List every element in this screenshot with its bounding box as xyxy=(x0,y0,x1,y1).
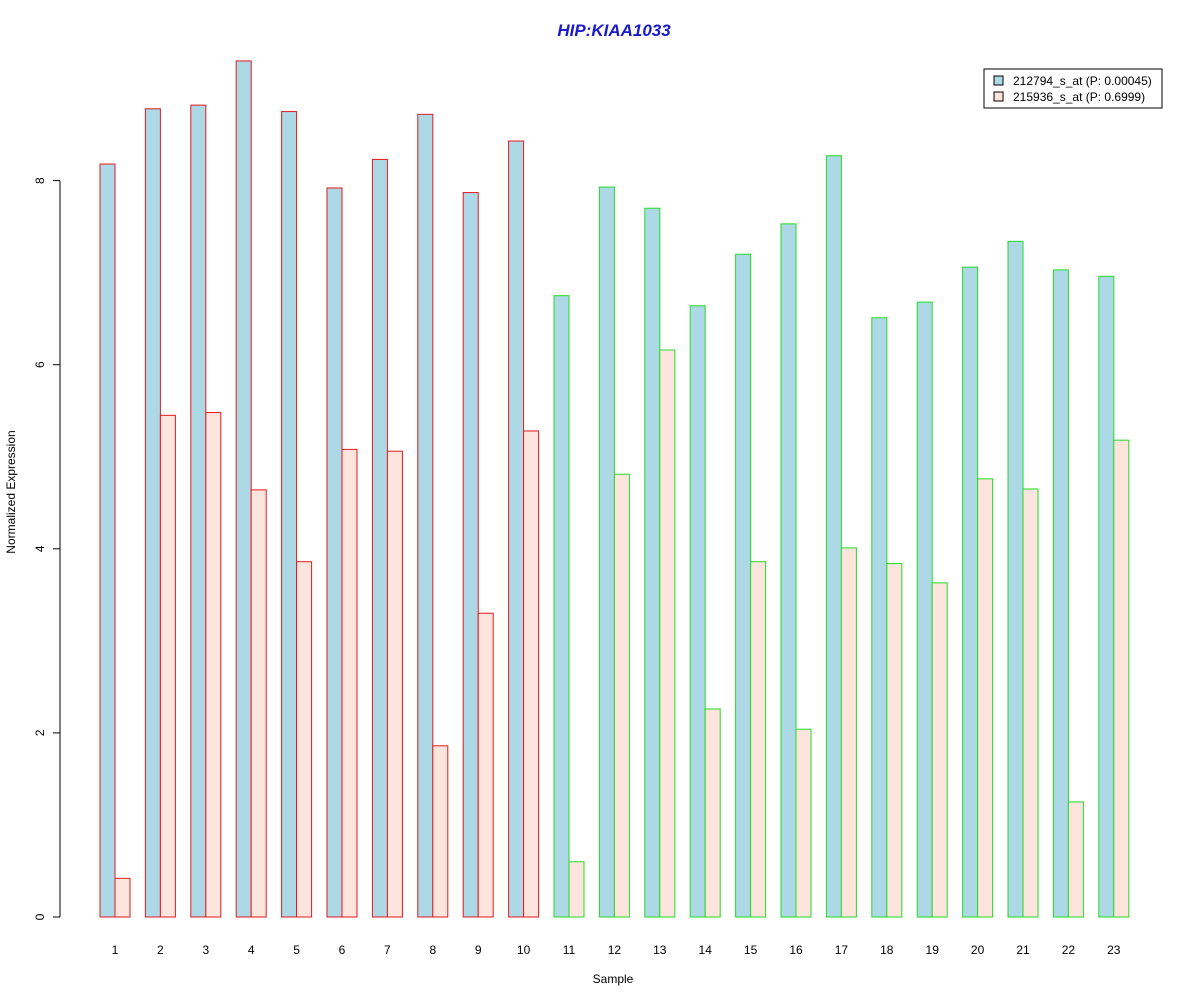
bar-sample-21-series-1 xyxy=(1007,240,1024,918)
bar-sample-8-series-1 xyxy=(417,113,434,918)
bars-group xyxy=(99,60,1130,918)
x-tick-label: 5 xyxy=(293,943,300,957)
x-tick-label: 4 xyxy=(248,943,255,957)
bar-sample-11-series-2 xyxy=(568,861,585,918)
legend-label-215936: 215936_s_at (P: 0.6999) xyxy=(1013,90,1145,104)
bar-sample-4-series-1 xyxy=(235,60,252,918)
x-tick-label: 9 xyxy=(475,943,482,957)
bar-sample-22-series-1 xyxy=(1052,269,1069,918)
bar-sample-1-series-1 xyxy=(99,163,116,918)
x-tick-label: 22 xyxy=(1062,943,1076,957)
bar-sample-7-series-1 xyxy=(371,158,388,918)
bar-sample-2-series-1 xyxy=(144,108,161,918)
x-tick-label: 7 xyxy=(384,943,391,957)
bar-sample-12-series-2 xyxy=(613,473,630,918)
bar-sample-13-series-2 xyxy=(659,349,676,918)
x-tick-label: 18 xyxy=(880,943,894,957)
x-tick-label: 8 xyxy=(429,943,436,957)
x-tick-label: 14 xyxy=(699,943,713,957)
x-tick-label: 10 xyxy=(517,943,531,957)
x-tick-label: 1 xyxy=(112,943,119,957)
bar-sample-19-series-2 xyxy=(931,582,948,918)
bar-sample-10-series-1 xyxy=(508,140,525,918)
bar-sample-3-series-2 xyxy=(205,412,222,918)
x-tick-label: 11 xyxy=(563,943,576,957)
bar-sample-15-series-2 xyxy=(750,561,767,918)
x-tick-label: 20 xyxy=(971,943,985,957)
x-tick-label: 3 xyxy=(202,943,209,957)
y-axis: 0 2 4 6 8 xyxy=(33,177,61,920)
bar-sample-23-series-2 xyxy=(1113,439,1130,918)
x-tick-label: 12 xyxy=(608,943,622,957)
bar-sample-20-series-1 xyxy=(962,266,979,918)
x-tick-label: 16 xyxy=(789,943,803,957)
bar-sample-16-series-2 xyxy=(795,728,812,918)
bar-sample-13-series-1 xyxy=(644,207,661,918)
y-tick-label: 2 xyxy=(33,729,47,736)
bar-sample-17-series-1 xyxy=(825,155,842,918)
bar-sample-5-series-2 xyxy=(296,561,313,918)
y-tick-label: 4 xyxy=(33,545,47,552)
bar-sample-23-series-1 xyxy=(1098,275,1115,918)
bar-sample-14-series-1 xyxy=(689,305,706,918)
bar-sample-21-series-2 xyxy=(1022,488,1039,918)
bar-sample-6-series-1 xyxy=(326,187,343,918)
x-tick-label: 13 xyxy=(653,943,667,957)
x-tick-label: 17 xyxy=(835,943,849,957)
x-tick-label: 6 xyxy=(339,943,346,957)
y-tick-label: 8 xyxy=(33,177,47,184)
bar-sample-12-series-1 xyxy=(598,186,615,918)
bar-sample-4-series-2 xyxy=(250,489,267,918)
bar-sample-17-series-2 xyxy=(840,547,857,918)
y-tick-label: 0 xyxy=(33,913,47,920)
legend-label-212794: 212794_s_at (P: 0.00045) xyxy=(1013,74,1152,88)
bar-sample-10-series-2 xyxy=(523,430,540,918)
bar-sample-18-series-1 xyxy=(871,317,888,918)
legend-swatch-212794 xyxy=(993,75,1004,86)
x-axis-labels: 1 2 3 4 5 6 7 8 9 10 11 12 13 14 15 16 17 18 19 20 21 22 23 xyxy=(112,943,1121,957)
bar-sample-2-series-2 xyxy=(159,414,176,918)
y-tick-label: 6 xyxy=(33,361,47,368)
bar-sample-20-series-2 xyxy=(977,478,994,918)
bar-sample-9-series-1 xyxy=(462,192,479,918)
legend: 212794_s_at (P: 0.00045) 215936_s_at (P:… xyxy=(983,68,1163,109)
bar-sample-6-series-2 xyxy=(341,448,358,918)
bar-sample-1-series-2 xyxy=(114,877,131,918)
legend-swatch-215936 xyxy=(993,91,1004,102)
bar-sample-7-series-2 xyxy=(386,450,403,918)
legend-box xyxy=(983,68,1163,109)
bar-sample-19-series-1 xyxy=(916,301,933,918)
bar-sample-5-series-1 xyxy=(281,111,298,918)
y-axis-title: Normalized Expression xyxy=(4,430,18,553)
x-tick-label: 21 xyxy=(1016,943,1030,957)
bar-sample-3-series-1 xyxy=(190,104,207,918)
x-tick-label: 2 xyxy=(157,943,164,957)
bar-sample-16-series-1 xyxy=(780,223,797,918)
x-tick-label: 23 xyxy=(1107,943,1121,957)
bar-sample-22-series-2 xyxy=(1067,801,1084,918)
x-tick-label: 19 xyxy=(926,943,940,957)
bar-sample-18-series-2 xyxy=(886,563,903,918)
chart-title: HIP:KIAA1033 xyxy=(557,21,671,40)
bar-sample-14-series-2 xyxy=(704,708,721,918)
x-tick-label: 15 xyxy=(744,943,758,957)
bar-sample-15-series-1 xyxy=(735,253,752,918)
x-axis-title: Sample xyxy=(593,972,634,986)
bar-sample-11-series-1 xyxy=(553,295,570,918)
bar-sample-9-series-2 xyxy=(477,612,494,918)
bar-sample-8-series-2 xyxy=(432,745,449,918)
